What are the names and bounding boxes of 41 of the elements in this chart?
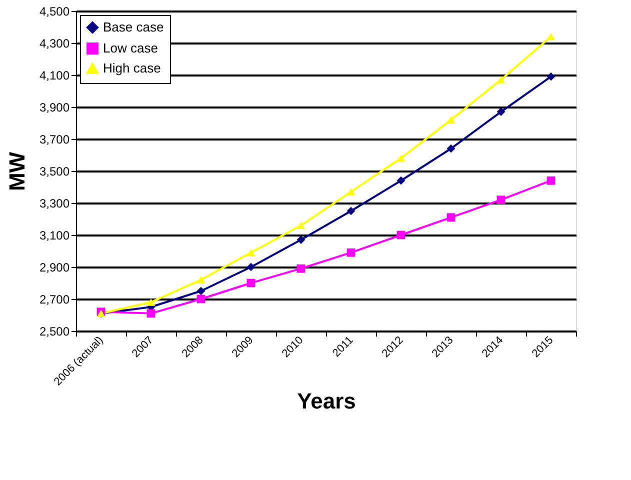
legend-label: Base case bbox=[103, 20, 164, 34]
y-tick-label: 3,300 bbox=[39, 196, 70, 210]
point bbox=[446, 144, 456, 153]
point bbox=[546, 32, 556, 40]
point bbox=[196, 286, 206, 296]
point bbox=[546, 176, 556, 185]
y-tick-label: 3,100 bbox=[39, 228, 70, 242]
point bbox=[496, 108, 506, 116]
y-tick-label: 4,100 bbox=[39, 68, 70, 82]
y-tick-label: 4,500 bbox=[39, 4, 70, 18]
point bbox=[346, 188, 356, 196]
x-axis-title: Years bbox=[297, 388, 356, 414]
point bbox=[396, 230, 406, 240]
legend-label: High case bbox=[103, 60, 161, 76]
point bbox=[546, 72, 556, 81]
point bbox=[446, 213, 456, 222]
point bbox=[296, 264, 306, 273]
legend-label: Low case bbox=[103, 40, 158, 56]
point bbox=[446, 116, 456, 124]
y-tick-label: 3,700 bbox=[39, 132, 70, 146]
y-tick-label: 2,500 bbox=[39, 324, 70, 338]
point bbox=[146, 309, 156, 318]
point bbox=[396, 154, 406, 162]
point bbox=[346, 248, 356, 257]
point bbox=[496, 196, 506, 204]
y-tick-label: 3,500 bbox=[39, 164, 70, 178]
point bbox=[146, 298, 156, 306]
y-tick-label: 2,900 bbox=[39, 260, 70, 274]
point bbox=[196, 294, 206, 304]
y-tick-label: 3,900 bbox=[39, 100, 70, 114]
y-tick-label: 2,700 bbox=[39, 292, 70, 306]
point bbox=[246, 248, 256, 256]
point bbox=[296, 236, 306, 244]
point bbox=[196, 276, 206, 284]
point bbox=[246, 262, 256, 272]
point bbox=[246, 278, 256, 288]
y-axis-title: MW bbox=[4, 152, 30, 192]
point bbox=[396, 176, 406, 185]
point bbox=[346, 206, 356, 216]
point bbox=[296, 222, 306, 230]
y-tick-label: 4,300 bbox=[39, 36, 70, 50]
